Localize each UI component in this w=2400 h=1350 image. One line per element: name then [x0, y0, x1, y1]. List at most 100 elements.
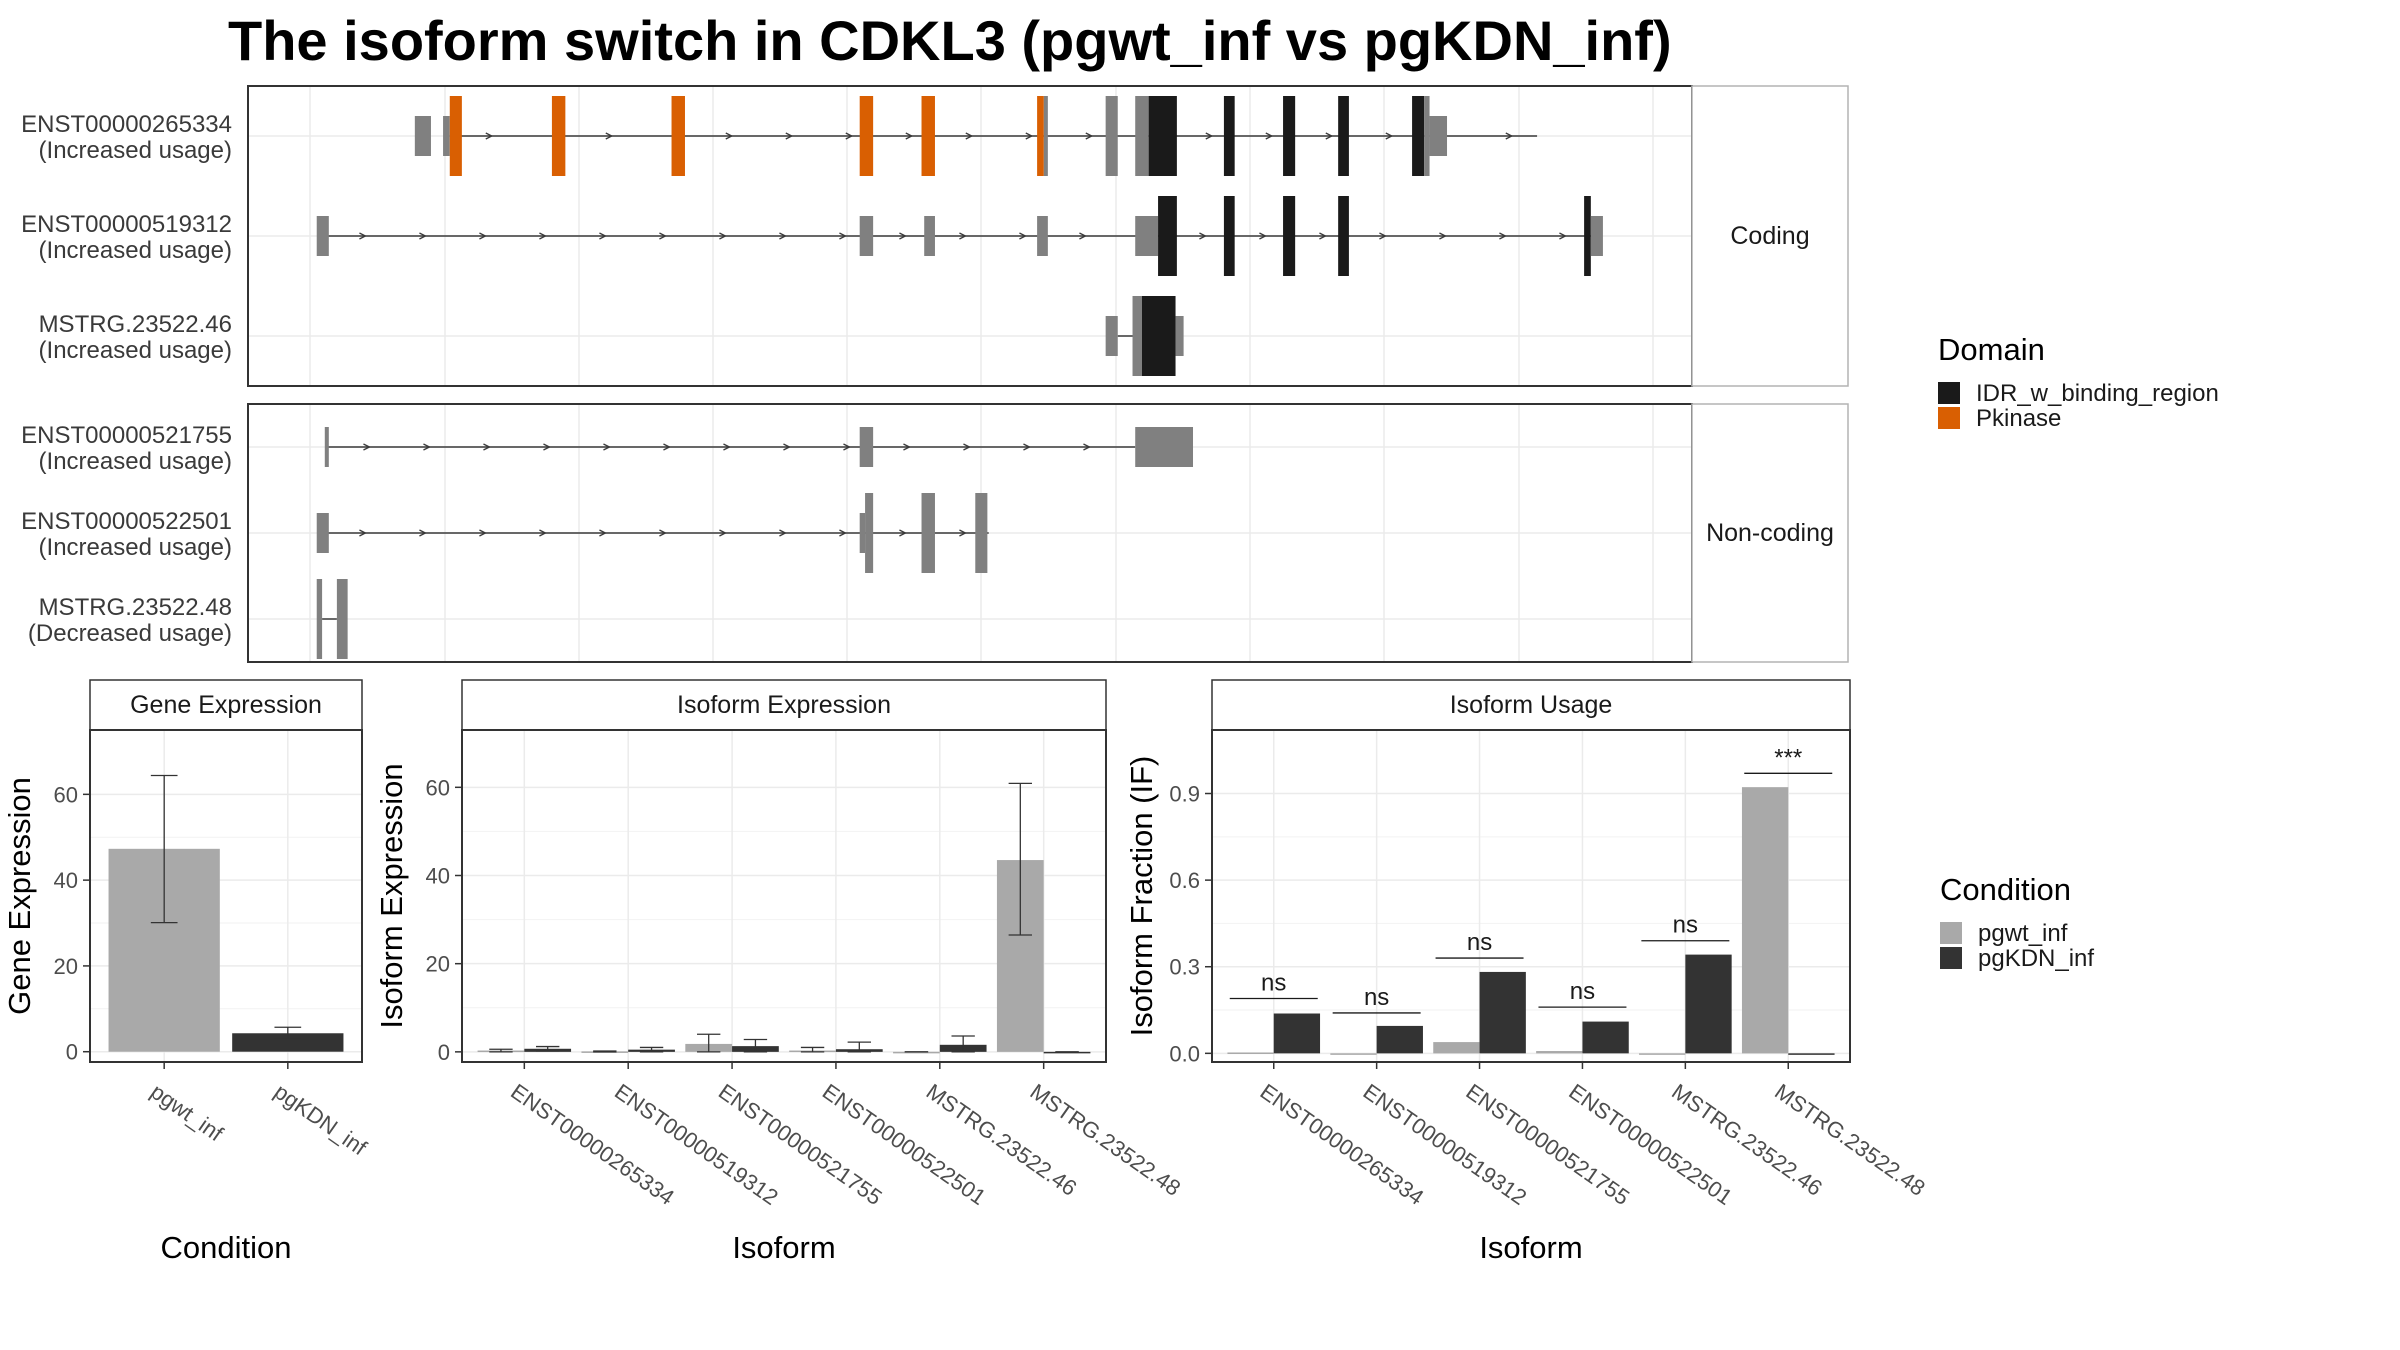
plot-border — [89, 729, 363, 1063]
exon-block — [671, 96, 685, 176]
intron-direction-arrow — [1379, 232, 1387, 240]
error-bar — [697, 1033, 721, 1053]
significance-label: ns — [1467, 929, 1492, 956]
intron-direction-arrow — [599, 232, 607, 240]
facet-strip — [1691, 85, 1849, 387]
isoform-id-label: ENST00000265334 — [21, 111, 232, 138]
exon-block — [1148, 96, 1177, 176]
intron-direction-arrow — [479, 232, 487, 240]
bar-pgwt_inf — [1741, 787, 1789, 1054]
intron-direction-arrow — [779, 529, 787, 537]
bar-pgKDN_inf — [1273, 1013, 1321, 1054]
plot-border — [1211, 729, 1851, 1063]
intron-direction-arrow — [663, 443, 671, 451]
facet-strip-label: Coding — [1730, 222, 1809, 250]
panel-title: Isoform Usage — [1450, 691, 1613, 719]
y-tick-label: 0.3 — [1169, 955, 1200, 980]
bar-pgwt_inf — [1639, 1053, 1686, 1055]
intron-direction-arrow — [659, 232, 667, 240]
legend-swatch-pgKDN_inf — [1940, 947, 1962, 969]
exon-block — [859, 96, 874, 176]
exon-block — [1135, 216, 1159, 256]
intron-direction-arrow — [783, 443, 791, 451]
y-tick-label: 0 — [438, 1040, 450, 1065]
exon-block — [551, 96, 566, 176]
exon-block — [1135, 96, 1149, 176]
exon-block — [1429, 116, 1448, 156]
significance-label: ns — [1364, 984, 1389, 1011]
intron-direction-arrow — [419, 529, 427, 537]
exon-block — [921, 493, 935, 573]
transcript-ENST00000519312 — [316, 196, 1603, 276]
error-bar — [593, 1050, 617, 1053]
intron-direction-arrow — [1319, 232, 1327, 240]
y-axis-title: Isoform Fraction (IF) — [1124, 756, 1159, 1037]
intron-direction-arrow — [599, 529, 607, 537]
intron-direction-arrow — [963, 443, 971, 451]
intron-direction-arrow — [899, 529, 907, 537]
exon-block — [1424, 96, 1430, 176]
figure-title: The isoform switch in CDKL3 (pgwt_inf vs… — [228, 9, 1672, 72]
exon-block — [1043, 96, 1048, 176]
intron-direction-arrow — [785, 132, 794, 140]
exon-block — [1135, 427, 1194, 467]
legend-label: IDR_w_binding_region — [1976, 380, 2219, 407]
y-tick-label: 60 — [54, 782, 78, 807]
error-bar — [951, 1035, 975, 1053]
bar-pgKDN_inf — [232, 1033, 344, 1052]
exon-block — [859, 513, 866, 553]
bar-panel-isoform-usage: Isoform Usagensnsnsnsns***0.00.30.60.9EN… — [1124, 679, 1930, 1265]
y-tick-label: 0 — [66, 1040, 78, 1065]
exon-block — [324, 427, 329, 467]
x-axis-title: Isoform — [732, 1230, 835, 1265]
intron-direction-arrow — [845, 132, 854, 140]
legend-swatch-Pkinase — [1938, 407, 1960, 429]
expression-bar-panels: Gene Expression 0 20 40 60 pgwt_inf pgKDN_inf C… — [2, 679, 1930, 1265]
intron-direction-arrow — [1079, 232, 1087, 240]
intron-direction-arrow — [1083, 443, 1091, 451]
intron-direction-arrow — [603, 443, 611, 451]
y-tick-label: 60 — [426, 775, 450, 800]
error-bar — [150, 774, 178, 924]
exon-block — [316, 216, 329, 256]
error-bar — [1008, 782, 1032, 936]
bar-pgKDN_inf — [1043, 1051, 1091, 1054]
exon-block — [316, 579, 323, 659]
y-tick-label: 40 — [426, 863, 450, 888]
intron-direction-arrow — [1385, 132, 1394, 140]
exon-block — [865, 493, 874, 573]
bar-pgKDN_inf — [1582, 1021, 1629, 1054]
intron-direction-arrow — [1023, 443, 1031, 451]
significance-label: ns — [1570, 978, 1595, 1005]
isoform-usage-label: (Increased usage) — [39, 534, 232, 561]
intron-direction-arrow — [359, 529, 367, 537]
error-bar — [274, 1026, 302, 1040]
x-tick-label: pgwt_inf — [146, 1079, 228, 1147]
x-axis-title: Isoform — [1479, 1230, 1582, 1265]
intron-direction-arrow — [903, 443, 911, 451]
exon-block — [1412, 96, 1425, 176]
exon-block — [1584, 196, 1591, 276]
error-bar — [489, 1048, 513, 1053]
legend-label: pgKDN_inf — [1978, 945, 2094, 972]
intron-direction-arrow — [483, 443, 491, 451]
panel-title-strip — [89, 679, 363, 731]
intron-direction-arrow — [725, 132, 734, 140]
intron-direction-arrow — [719, 529, 727, 537]
intron-direction-arrow — [1199, 232, 1207, 240]
intron-direction-arrow — [1259, 232, 1267, 240]
intron-direction-arrow — [485, 132, 494, 140]
exon-block — [1105, 316, 1118, 356]
intron-direction-arrow — [959, 529, 967, 537]
exon-block — [1338, 96, 1349, 176]
intron-direction-arrow — [1085, 132, 1094, 140]
error-bar — [847, 1041, 871, 1053]
isoform-id-label: MSTRG.23522.48 — [39, 594, 232, 621]
x-tick-label: pgKDN_inf — [270, 1079, 372, 1161]
exon-block — [1037, 216, 1048, 256]
intron-direction-arrow — [1025, 132, 1034, 140]
exon-block — [921, 96, 935, 176]
